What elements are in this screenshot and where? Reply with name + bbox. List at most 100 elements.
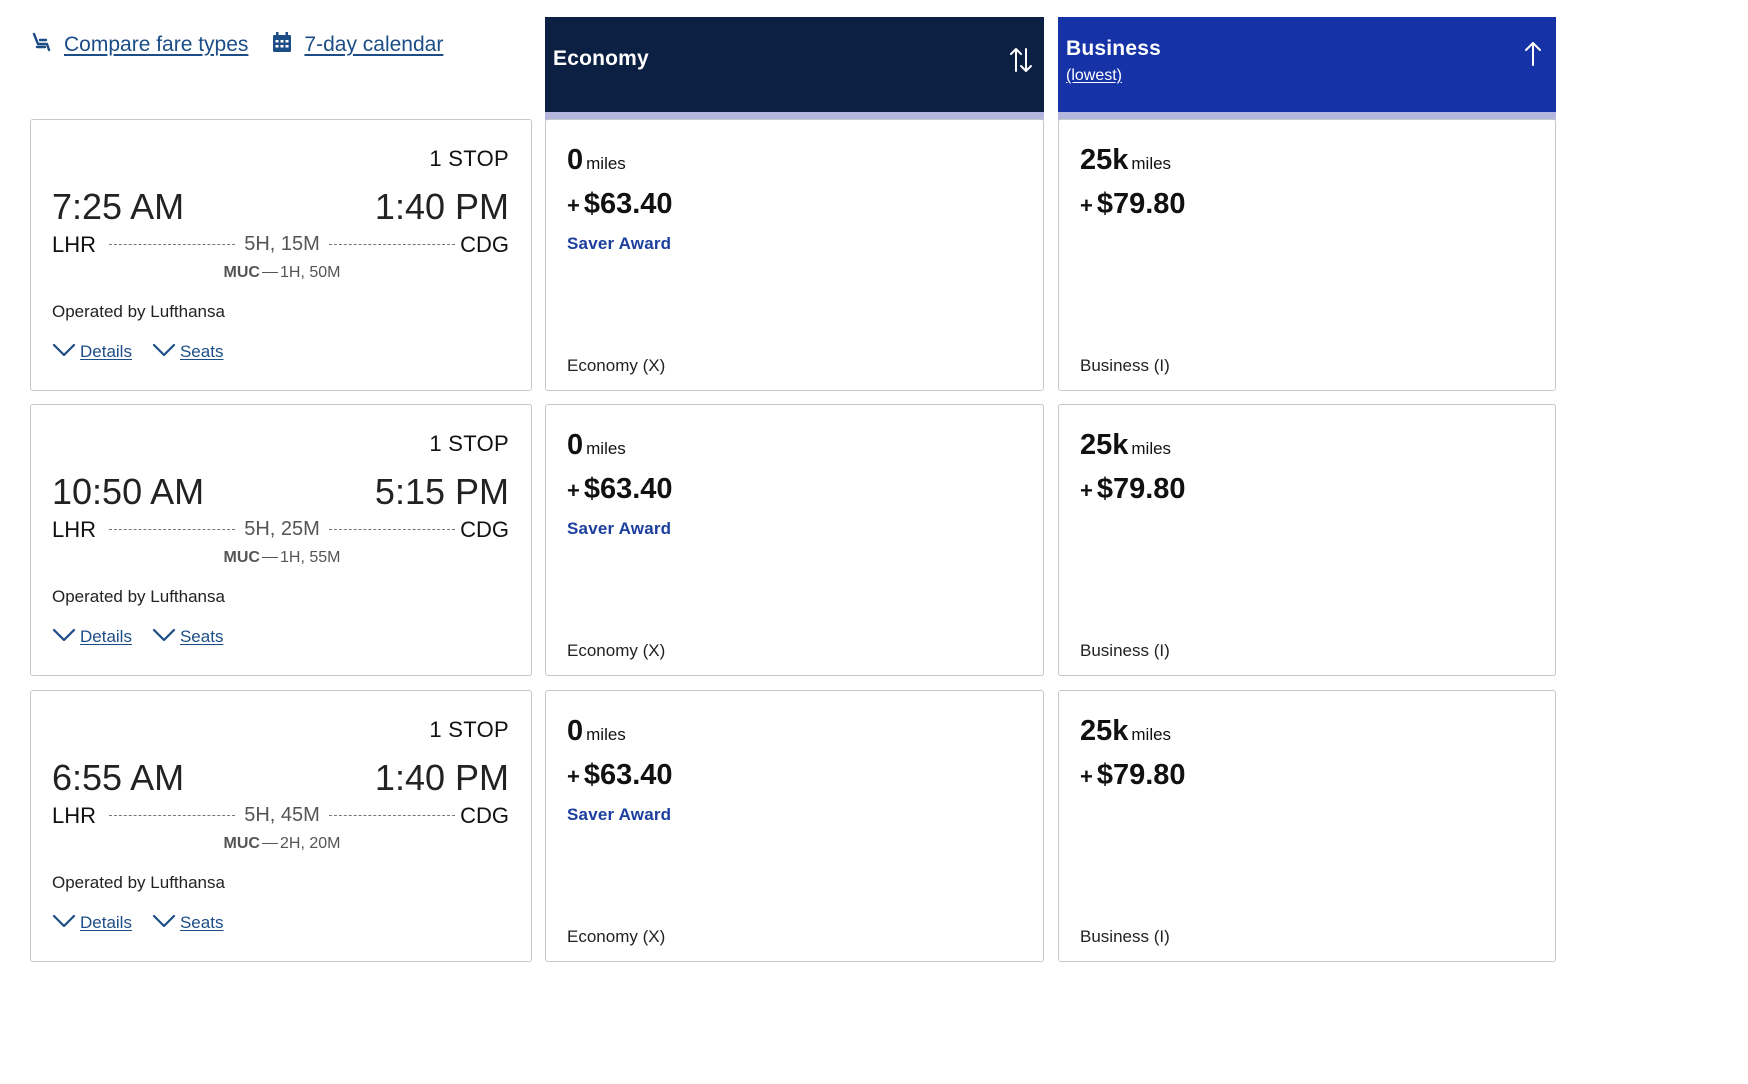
destination-airport: CDG bbox=[460, 517, 509, 542]
business-price: + $79.80 bbox=[1080, 188, 1186, 221]
saver-award-badge: Saver Award bbox=[567, 519, 672, 538]
chevron-down-icon bbox=[52, 342, 76, 362]
details-toggle[interactable]: Details bbox=[52, 913, 132, 933]
economy-price: + $63.40 bbox=[567, 759, 673, 792]
origin-airport: LHR bbox=[52, 517, 97, 542]
flight-duration: 5H, 15M bbox=[244, 233, 320, 255]
economy-fare-card[interactable]: 0 miles + $63.40 Saver Award Economy (X) bbox=[545, 690, 1044, 962]
layover-airport: MUC bbox=[223, 549, 260, 566]
economy-miles: 0 miles bbox=[567, 144, 626, 177]
chevron-down-icon bbox=[152, 342, 176, 362]
chevron-down-icon bbox=[152, 627, 176, 647]
layover-time: 1H, 50M bbox=[279, 264, 341, 281]
business-fare-card[interactable]: 25k miles + $79.80 Business (I) bbox=[1058, 119, 1556, 391]
layover-airport: MUC bbox=[223, 264, 260, 281]
economy-header-title: Economy bbox=[553, 47, 649, 70]
economy-fare-card[interactable]: 0 miles + $63.40 Saver Award Economy (X) bbox=[545, 119, 1044, 391]
seats-label[interactable]: Seats bbox=[179, 913, 224, 932]
compare-fare-types-link[interactable]: Compare fare types bbox=[30, 30, 248, 60]
operated-by: Operated by Lufthansa bbox=[52, 873, 225, 892]
business-miles-value: 25k bbox=[1080, 144, 1129, 176]
business-miles: 25k miles bbox=[1080, 429, 1171, 462]
business-header-strip bbox=[1058, 112, 1556, 120]
business-fare-card[interactable]: 25k miles + $79.80 Business (I) bbox=[1058, 690, 1556, 962]
flight-card: 1 STOP 10:50 AM 5:15 PM LHR 5H, 25M CDG … bbox=[30, 404, 532, 676]
economy-column-header[interactable]: Economy bbox=[545, 17, 1044, 120]
sort-ascending-icon[interactable] bbox=[1520, 39, 1546, 69]
business-miles-value: 25k bbox=[1080, 715, 1129, 747]
flight-duration: 5H, 25M bbox=[244, 518, 320, 540]
economy-fare-card[interactable]: 0 miles + $63.40 Saver Award Economy (X) bbox=[545, 404, 1044, 676]
seats-toggle[interactable]: Seats bbox=[152, 627, 223, 647]
seats-toggle[interactable]: Seats bbox=[152, 913, 223, 933]
economy-price-value: $63.40 bbox=[583, 759, 673, 791]
chevron-down-icon bbox=[52, 627, 76, 647]
arrival-time: 1:40 PM bbox=[374, 186, 509, 227]
departure-time: 7:25 AM bbox=[52, 186, 185, 227]
economy-price-value: $63.40 bbox=[583, 188, 673, 220]
business-lowest-link[interactable]: (lowest) bbox=[1066, 67, 1123, 84]
layover-time: 2H, 20M bbox=[279, 835, 341, 852]
route-line-left bbox=[109, 244, 235, 245]
economy-miles-value: 0 bbox=[567, 429, 584, 461]
business-column-header[interactable]: Business (lowest) bbox=[1058, 17, 1556, 120]
details-label[interactable]: Details bbox=[80, 913, 132, 932]
seven-day-calendar-label[interactable]: 7-day calendar bbox=[304, 33, 444, 56]
stops-label: 1 STOP bbox=[429, 431, 509, 456]
economy-miles-value: 0 bbox=[567, 715, 584, 747]
economy-fare-class: Economy (X) bbox=[567, 927, 666, 946]
layover-dash bbox=[261, 272, 278, 274]
economy-miles: 0 miles bbox=[567, 429, 626, 462]
chevron-down-icon bbox=[52, 913, 76, 933]
chevron-down-icon bbox=[152, 913, 176, 933]
layover-info: MUC 2H, 20M bbox=[31, 835, 533, 853]
route-line-right bbox=[329, 815, 455, 816]
saver-award-badge: Saver Award bbox=[567, 234, 672, 253]
business-miles-value: 25k bbox=[1080, 429, 1129, 461]
business-fare-card[interactable]: 25k miles + $79.80 Business (I) bbox=[1058, 404, 1556, 676]
sort-toggle-icon[interactable] bbox=[1008, 45, 1034, 75]
top-links: Compare fare types 7-day calendar bbox=[30, 30, 443, 60]
economy-header-strip bbox=[545, 112, 1044, 120]
details-label[interactable]: Details bbox=[80, 342, 132, 361]
business-header-title: Business bbox=[1066, 37, 1161, 60]
business-plus-sign: + bbox=[1080, 764, 1093, 789]
arrival-time: 1:40 PM bbox=[374, 757, 509, 798]
saver-award-badge: Saver Award bbox=[567, 805, 672, 824]
seven-day-calendar-link[interactable]: 7-day calendar bbox=[270, 30, 443, 60]
details-toggle[interactable]: Details bbox=[52, 342, 132, 362]
seat-icon bbox=[30, 30, 54, 60]
departure-time: 6:55 AM bbox=[52, 757, 185, 798]
operated-by: Operated by Lufthansa bbox=[52, 302, 225, 321]
flight-results: Compare fare types 7-day calendar Econom… bbox=[30, 17, 1556, 962]
arrival-time: 5:15 PM bbox=[374, 471, 509, 512]
seats-label[interactable]: Seats bbox=[179, 342, 224, 361]
origin-airport: LHR bbox=[52, 232, 97, 257]
details-toggle[interactable]: Details bbox=[52, 627, 132, 647]
flight-duration: 5H, 45M bbox=[244, 804, 320, 826]
economy-miles-unit: miles bbox=[586, 439, 626, 458]
destination-airport: CDG bbox=[460, 232, 509, 257]
stops-label: 1 STOP bbox=[429, 717, 509, 742]
seats-label[interactable]: Seats bbox=[179, 627, 224, 646]
calendar-icon bbox=[270, 30, 294, 60]
seats-toggle[interactable]: Seats bbox=[152, 342, 223, 362]
business-fare-class: Business (I) bbox=[1080, 927, 1170, 946]
economy-miles-value: 0 bbox=[567, 144, 584, 176]
operated-by: Operated by Lufthansa bbox=[52, 587, 225, 606]
economy-miles-unit: miles bbox=[586, 154, 626, 173]
compare-fare-types-label[interactable]: Compare fare types bbox=[64, 33, 249, 56]
layover-info: MUC 1H, 50M bbox=[31, 264, 533, 282]
origin-airport: LHR bbox=[52, 803, 97, 828]
details-label[interactable]: Details bbox=[80, 627, 132, 646]
business-fare-class: Business (I) bbox=[1080, 356, 1170, 375]
economy-plus-sign: + bbox=[567, 193, 580, 218]
route-line-right bbox=[329, 529, 455, 530]
stops-label: 1 STOP bbox=[429, 146, 509, 171]
layover-dash bbox=[261, 557, 278, 559]
business-miles-unit: miles bbox=[1131, 154, 1172, 173]
route-line-left bbox=[109, 529, 235, 530]
layover-time: 1H, 55M bbox=[279, 549, 341, 566]
business-price: + $79.80 bbox=[1080, 759, 1186, 792]
economy-price: + $63.40 bbox=[567, 188, 673, 221]
